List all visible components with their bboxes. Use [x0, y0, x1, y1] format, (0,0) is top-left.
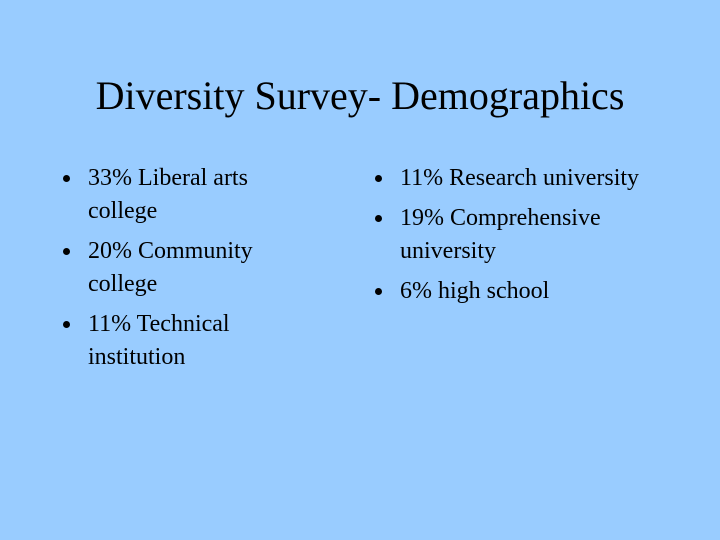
bullet-marker: [375, 215, 382, 222]
bullet-item: 33% Liberal arts college: [63, 162, 293, 228]
bullet-text: 20% Community college: [88, 238, 253, 297]
bullet-item: 11% Research university: [375, 162, 650, 195]
bullet-marker: [375, 288, 382, 295]
bullet-item: 11% Technical institution: [63, 308, 293, 374]
bullet-marker: [63, 248, 70, 255]
bullet-item: 20% Community college: [63, 235, 293, 301]
right-bullet-list: 11% Research university 19% Comprehensive…: [375, 162, 650, 315]
left-bullet-list: 33% Liberal arts college 20% Community co…: [63, 162, 293, 381]
bullet-text: 11% Technical institution: [88, 311, 230, 370]
slide-title: Diversity Survey- Demographics: [95, 73, 625, 118]
bullet-marker: [63, 175, 70, 182]
bullet-item: 6% high school: [375, 275, 650, 308]
bullet-marker: [375, 175, 382, 182]
bullet-text: 6% high school: [400, 278, 550, 304]
bullet-item: 19% Comprehensive university: [375, 202, 650, 268]
bullet-text: 11% Research university: [400, 165, 640, 191]
bullet-marker: [63, 321, 70, 328]
bullet-text: 19% Comprehensive university: [400, 205, 601, 264]
bullet-text: 33% Liberal arts college: [88, 165, 248, 224]
